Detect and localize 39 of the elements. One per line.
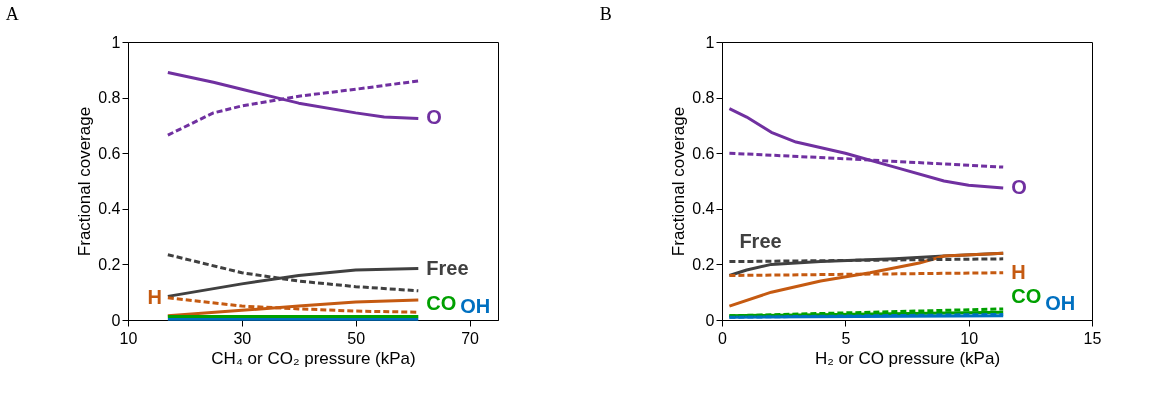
annotation: OH — [460, 295, 491, 318]
line-series — [727, 107, 1005, 190]
x-tick-label: 10 — [119, 329, 138, 347]
x-tick-label: 10 — [960, 329, 979, 347]
y-tick-label: 0.2 — [692, 255, 715, 273]
y-tick-label: 0.6 — [692, 144, 715, 162]
annotation: Free — [426, 256, 469, 279]
x-tick-label: 50 — [347, 329, 366, 347]
annotation: O — [426, 106, 442, 129]
chart-title: B — [599, 4, 612, 24]
x-tick-label: 70 — [461, 329, 480, 347]
y-tick-label: 0.8 — [692, 89, 715, 107]
x-tick-label: 15 — [1083, 329, 1102, 347]
y-axis-title: Fractional coverage — [669, 106, 689, 257]
annotation: O — [1011, 175, 1027, 198]
y-tick-label: 0.4 — [692, 200, 715, 218]
x-tick-label: 0 — [718, 329, 728, 347]
y-tick-label: 0.6 — [98, 144, 121, 162]
x-tick-label: 5 — [841, 329, 851, 347]
x-axis-title: H₂ or CO pressure (kPa) — [814, 348, 1001, 368]
x-tick-label: 30 — [233, 329, 252, 347]
annotation: OH — [1045, 291, 1076, 314]
y-tick-label: 0 — [111, 311, 121, 329]
line-series — [727, 251, 1005, 308]
annotation: CO — [1011, 284, 1042, 307]
line-series — [166, 253, 420, 293]
x-axis-title: CH₄ or CO₂ pressure (kPa) — [211, 348, 416, 368]
y-tick-label: 0.8 — [98, 89, 121, 107]
y-axis-title: Fractional coverage — [75, 106, 95, 257]
annotation: Free — [739, 229, 782, 252]
y-tick-label: 0.2 — [98, 255, 121, 273]
y-tick-label: 0.4 — [98, 200, 121, 218]
annotation: H — [147, 285, 162, 308]
y-tick-label: 0 — [705, 311, 715, 329]
annotation: CO — [426, 292, 457, 315]
y-tick-label: 1 — [111, 33, 121, 51]
chart-title: A — [5, 4, 19, 24]
y-tick-label: 1 — [705, 33, 715, 51]
annotation: H — [1011, 260, 1026, 283]
